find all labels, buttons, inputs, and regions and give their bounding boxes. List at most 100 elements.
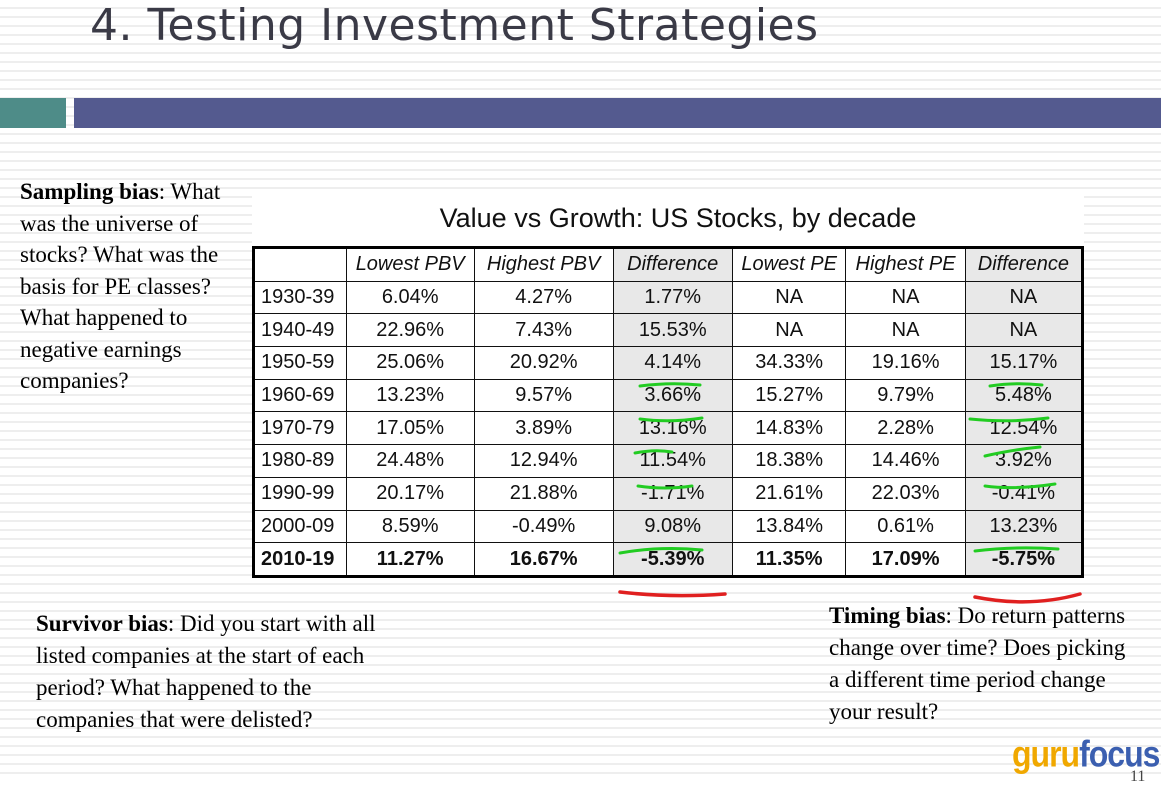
table-cell: 13.23% <box>964 509 1084 544</box>
table-cell: 7.43% <box>473 313 614 348</box>
decade-cell: 2000-09 <box>253 509 347 544</box>
survivor-bias-label: Survivor bias <box>36 611 168 636</box>
decade-cell: 1930-39 <box>253 280 347 315</box>
table-cell: -0.41% <box>964 476 1084 511</box>
table-cell: 12.94% <box>473 444 614 478</box>
table-cell: 14.83% <box>731 411 847 446</box>
decade-cell: 1940-49 <box>253 313 347 348</box>
table-cell: 20.17% <box>345 476 475 511</box>
table-cell: 20.92% <box>473 346 614 380</box>
table-row: 1930-39 6.04% 4.27% 1.77% NA NA NA <box>253 280 1084 315</box>
table-cell: 21.88% <box>473 476 614 511</box>
table-cell: 15.27% <box>731 378 847 413</box>
table-cell: 4.27% <box>473 280 614 315</box>
table-cell: -5.39% <box>612 542 733 577</box>
table-header-row: Lowest PBV Highest PBV Difference Lowest… <box>253 247 1084 282</box>
table-cell: 17.09% <box>845 542 966 577</box>
table-cell: 13.16% <box>612 411 733 446</box>
header-cell: Difference <box>612 247 733 282</box>
page-number: 11 <box>1130 768 1146 785</box>
table-cell: NA <box>845 280 966 315</box>
table-row: 1950-59 25.06% 20.92% 4.14% 34.33% 19.16… <box>253 346 1084 380</box>
header-cell: Lowest PBV <box>345 247 475 282</box>
table-cell: 3.89% <box>473 411 614 446</box>
table-cell: 34.33% <box>731 346 847 380</box>
table-cell: NA <box>731 280 847 315</box>
decade-cell: 1990-99 <box>253 476 347 511</box>
table-cell: 25.06% <box>345 346 475 380</box>
table-cell: 3.92% <box>964 444 1084 478</box>
table-row: 2010-19 11.27% 16.67% -5.39% 11.35% 17.0… <box>253 542 1084 577</box>
table-cell: 22.03% <box>845 476 966 511</box>
table-cell: 11.35% <box>731 542 847 577</box>
table-cell: 9.79% <box>845 378 966 413</box>
decade-cell: 2010-19 <box>253 542 347 577</box>
table-cell: 2.28% <box>845 411 966 446</box>
logo-part2: focus <box>1079 733 1160 775</box>
table-cell: 11.27% <box>345 542 475 577</box>
decade-cell: 1950-59 <box>253 346 347 380</box>
table-row: 1980-89 24.48% 12.94% 11.54% 18.38% 14.4… <box>253 444 1084 478</box>
survivor-bias-note: Survivor bias: Did you start with all li… <box>36 608 376 736</box>
table-title: Value vs Growth: US Stocks, by decade <box>439 203 917 233</box>
table-row: 2000-09 8.59% -0.49% 9.08% 13.84% 0.61% … <box>253 509 1084 544</box>
table-cell: 21.61% <box>731 476 847 511</box>
table-cell: 13.84% <box>731 509 847 544</box>
table-cell: 6.04% <box>345 280 475 315</box>
table-cell: NA <box>731 313 847 348</box>
table-cell: 14.46% <box>845 444 966 478</box>
red-underline-mark <box>618 590 727 598</box>
table-cell: 3.66% <box>612 378 733 413</box>
table-cell: 13.23% <box>345 378 475 413</box>
header-cell: Lowest PE <box>731 247 847 282</box>
table-cell: 9.57% <box>473 378 614 413</box>
timing-bias-text: : Do return patterns change over time? D… <box>829 603 1126 724</box>
decade-cell: 1970-79 <box>253 411 347 446</box>
table-cell: 22.96% <box>345 313 475 348</box>
table-cell: -1.71% <box>612 476 733 511</box>
table-row: 1970-79 17.05% 3.89% 13.16% 14.83% 2.28%… <box>253 411 1084 446</box>
header-cell: Highest PE <box>845 247 966 282</box>
table-row: 1960-69 13.23% 9.57% 3.66% 15.27% 9.79% … <box>253 378 1084 413</box>
value-vs-growth-table-panel: Value vs Growth: US Stocks, by decade Lo… <box>252 190 1084 578</box>
accent-bar-blue <box>74 98 1161 128</box>
table-cell: 18.38% <box>731 444 847 478</box>
gurufocus-logo: gurufocus <box>1012 731 1160 777</box>
table-row: 1940-49 22.96% 7.43% 15.53% NA NA NA <box>253 313 1084 348</box>
sampling-bias-text: : What was the universe of stocks? What … <box>20 179 221 393</box>
accent-bar-teal <box>0 98 66 128</box>
table-cell: 19.16% <box>845 346 966 380</box>
value-vs-growth-table: Lowest PBV Highest PBV Difference Lowest… <box>252 246 1084 578</box>
table-cell: 24.48% <box>345 444 475 478</box>
table-cell: 15.53% <box>612 313 733 348</box>
sampling-bias-label: Sampling bias <box>20 179 159 204</box>
table-cell: -5.75% <box>964 542 1084 577</box>
table-cell: 8.59% <box>345 509 475 544</box>
table-cell: 9.08% <box>612 509 733 544</box>
decade-cell: 1980-89 <box>253 444 347 478</box>
logo-part1: guru <box>1012 733 1080 775</box>
table-cell: NA <box>964 280 1084 315</box>
table-cell: NA <box>845 313 966 348</box>
decade-cell: 1960-69 <box>253 378 347 413</box>
header-cell: Difference <box>964 247 1084 282</box>
table-cell: 4.14% <box>612 346 733 380</box>
table-row: 1990-99 20.17% 21.88% -1.71% 21.61% 22.0… <box>253 476 1084 511</box>
table-cell: 17.05% <box>345 411 475 446</box>
table-cell: NA <box>964 313 1084 348</box>
survivor-bias-text: : Did you start with all listed companie… <box>36 611 376 732</box>
timing-bias-label: Timing bias <box>829 603 946 628</box>
table-cell: 5.48% <box>964 378 1084 413</box>
timing-bias-note: Timing bias: Do return patterns change o… <box>829 600 1129 728</box>
header-cell <box>253 247 347 282</box>
table-cell: 16.67% <box>473 542 614 577</box>
table-cell: 12.54% <box>964 411 1084 446</box>
sampling-bias-note: Sampling bias: What was the universe of … <box>20 176 230 397</box>
table-cell: -0.49% <box>473 509 614 544</box>
header-cell: Highest PBV <box>473 247 614 282</box>
table-cell: 1.77% <box>612 280 733 315</box>
table-cell: 0.61% <box>845 509 966 544</box>
table-cell: 11.54% <box>612 444 733 478</box>
slide-title: 4. Testing Investment Strategies <box>90 0 819 51</box>
table-cell: 15.17% <box>964 346 1084 380</box>
